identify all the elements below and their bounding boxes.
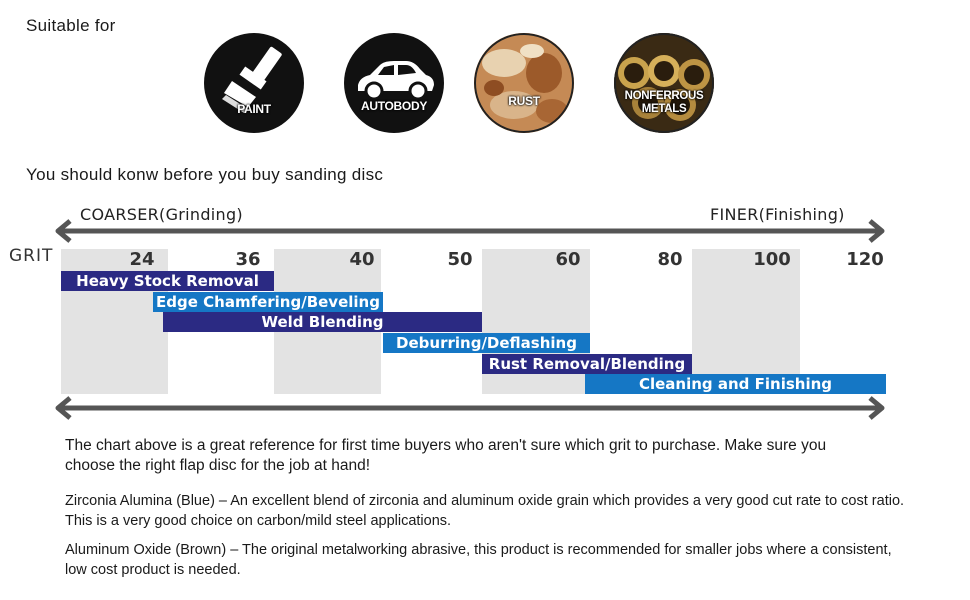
- rust-label: RUST: [508, 94, 540, 108]
- aluminum-text: – The original metalworking abrasive, th…: [65, 542, 892, 578]
- grit-tick-label: 80: [657, 249, 683, 270]
- autobody-circle: AUTOBODY: [344, 33, 444, 133]
- grit-tick-label: 120: [846, 249, 884, 270]
- finer-label: FINER(Finishing): [710, 205, 845, 224]
- suitable-for-title: Suitable for: [26, 16, 116, 35]
- grit-range-bar: Weld Blending: [163, 312, 482, 332]
- paint-label: PAINT: [237, 102, 271, 116]
- grit-range-bar: Edge Chamfering/Beveling: [153, 292, 383, 312]
- car-icon: [358, 61, 434, 101]
- zirconia-text: An excellent blend of zirconia and alumi…: [65, 493, 905, 529]
- grit-tick-label: 100: [753, 249, 791, 270]
- metal-pipes-icon: [614, 33, 714, 133]
- grit-range-bar: Cleaning and Finishing: [585, 374, 886, 394]
- grit-band: [692, 249, 800, 394]
- coarser-label: COARSER(Grinding): [80, 205, 243, 224]
- zirconia-title: Zirconia Alumina (Blue) –: [65, 493, 227, 509]
- rust-circle: RUST: [474, 33, 574, 133]
- bottom-double-arrow: [55, 396, 885, 420]
- section-heading: You should konw before you buy sanding d…: [26, 165, 384, 184]
- aluminum-title: Aluminum Oxide (Brown): [65, 542, 227, 558]
- rust-texture-icon: [474, 33, 574, 133]
- grit-tick-label: 50: [447, 249, 473, 270]
- grit-tick-label: 36: [235, 249, 261, 270]
- grit-tick-label: 24: [129, 249, 155, 270]
- grit-axis-label: GRIT: [9, 246, 54, 266]
- grit-tick-label: 40: [349, 249, 375, 270]
- top-double-arrow: [55, 219, 885, 243]
- grit-range-bar: Deburring/Deflashing: [383, 333, 590, 353]
- autobody-label: AUTOBODY: [360, 99, 428, 113]
- paint-circle: PAINT: [204, 33, 304, 133]
- intro-note: The chart above is a great reference for…: [65, 437, 827, 474]
- aluminum-note: Aluminum Oxide (Brown) – The original me…: [65, 540, 905, 580]
- grit-range-bar: Rust Removal/Blending: [482, 354, 692, 374]
- grit-tick-label: 60: [555, 249, 581, 270]
- grit-range-bar: Heavy Stock Removal: [61, 271, 274, 291]
- nonferrous-metals-label: NONFERROUS METALS: [624, 90, 704, 115]
- paint-brush-icon: [222, 46, 282, 113]
- zirconia-note: Zirconia Alumina (Blue) – An excellent b…: [65, 491, 905, 531]
- nonferrous-metals-circle: NONFERROUS METALS: [614, 33, 714, 133]
